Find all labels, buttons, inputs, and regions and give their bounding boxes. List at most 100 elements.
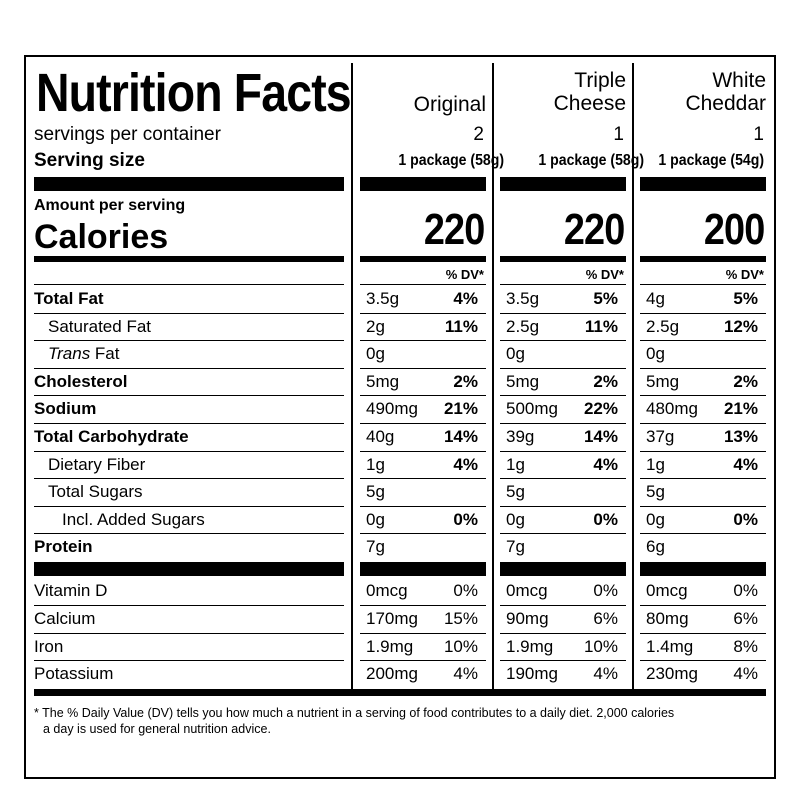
row-divider <box>360 340 486 341</box>
nutrient-dv: 10% <box>443 636 478 656</box>
row-divider <box>640 340 766 341</box>
nutrient-amount: 80mg <box>646 608 689 628</box>
thick-divider <box>640 562 766 576</box>
row-divider <box>640 284 766 285</box>
row-divider <box>640 533 766 534</box>
nutrient-dv: 12% <box>723 316 758 336</box>
row-divider <box>34 284 344 285</box>
column-separator <box>351 63 353 689</box>
nutrient-name: Calcium <box>34 608 96 628</box>
row-divider <box>34 605 344 606</box>
nutrient-dv: 11% <box>584 316 618 336</box>
thick-divider <box>34 177 344 191</box>
column-header-white-cheddar: White Cheddar <box>646 69 766 115</box>
row-divider <box>34 533 344 534</box>
nutrient-dv: 0% <box>453 581 478 600</box>
nutrient-name: Potassium <box>34 664 114 684</box>
nutrient-amount: 39g <box>506 427 535 446</box>
nutrient-name: Saturated Fat <box>48 316 152 336</box>
nutrient-dv: 8% <box>733 636 758 656</box>
row-divider <box>640 395 766 396</box>
nutrient-name: Trans Fat <box>48 344 120 364</box>
row-divider <box>500 633 626 634</box>
column-separator <box>632 63 634 689</box>
serving-size-label: Serving size <box>34 150 145 171</box>
row-divider <box>640 451 766 452</box>
nutrient-amount: 1g <box>646 454 665 474</box>
row-divider <box>360 633 486 634</box>
nutrient-amount: 3.5g <box>506 289 540 308</box>
nutrient-dv: 4% <box>453 454 478 474</box>
row-divider <box>34 395 344 396</box>
nutrient-dv: 11% <box>444 316 478 336</box>
nutrient-amount: 1.9mg <box>366 636 414 656</box>
nutrient-dv: 21% <box>443 399 478 419</box>
row-divider <box>500 313 626 314</box>
row-divider <box>34 478 344 479</box>
thick-divider <box>34 562 344 576</box>
nutrient-amount: 190mg <box>506 664 558 684</box>
nutrient-dv: 0% <box>453 509 478 529</box>
nutrient-name: Total Carbohydrate <box>34 427 189 446</box>
nutrient-amount: 1g <box>366 454 385 474</box>
nutrient-amount: 500mg <box>506 399 558 419</box>
row-divider <box>500 660 626 661</box>
nutrient-name: Total Fat <box>34 289 104 308</box>
row-divider <box>360 313 486 314</box>
row-divider <box>34 660 344 661</box>
nutrient-name: Vitamin D <box>34 581 108 600</box>
nutrition-facts-label: Nutrition Facts Original Triple Cheese W… <box>24 55 776 779</box>
nutrient-amount: 0g <box>646 509 665 529</box>
row-divider <box>640 633 766 634</box>
nutrient-amount: 5mg <box>506 371 540 391</box>
nutrient-amount: 1.4mg <box>646 636 694 656</box>
row-divider <box>360 660 486 661</box>
row-divider <box>360 533 486 534</box>
row-divider <box>360 368 486 369</box>
nutrient-name: Dietary Fiber <box>48 454 146 474</box>
nutrient-dv: 14% <box>443 427 478 446</box>
calories-value: 200 <box>703 205 764 254</box>
nutrient-amount: 5g <box>366 482 385 502</box>
nutrient-dv: 4% <box>593 454 618 474</box>
nutrient-dv: 4% <box>593 664 618 684</box>
nutrient-dv: 10% <box>583 636 618 656</box>
row-divider <box>500 605 626 606</box>
footnote-line: a day is used for general nutrition advi… <box>43 722 271 736</box>
nutrient-amount: 200mg <box>366 664 418 684</box>
dv-header: % DV* <box>585 267 624 282</box>
nutrient-dv: 13% <box>723 427 758 446</box>
nutrient-amount: 2.5g <box>506 316 540 336</box>
row-divider <box>500 284 626 285</box>
nutrient-amount: 0g <box>366 509 385 529</box>
nutrient-dv: 2% <box>733 371 758 391</box>
nutrient-name: Protein <box>34 537 93 557</box>
calories-value: 220 <box>423 205 484 254</box>
nutrient-amount: 1g <box>506 454 525 474</box>
label-title: Nutrition Facts <box>36 63 352 123</box>
row-divider <box>500 533 626 534</box>
row-divider <box>360 423 486 424</box>
thick-divider <box>360 562 486 576</box>
nutrient-name: Iron <box>34 636 64 656</box>
serving-size-value: 1 package (54g) <box>658 152 764 169</box>
nutrient-dv: 14% <box>583 427 618 446</box>
thick-divider <box>500 177 626 191</box>
column-header-triple-cheese: Triple Cheese <box>506 69 626 115</box>
nutrient-amount: 0g <box>506 509 525 529</box>
row-divider <box>34 633 344 634</box>
thick-divider <box>500 562 626 576</box>
amount-per-serving-label: Amount per serving <box>34 197 186 214</box>
column-header-line: Original <box>413 93 486 116</box>
row-divider <box>34 340 344 341</box>
nutrient-amount: 7g <box>506 537 525 557</box>
row-divider <box>360 605 486 606</box>
dv-header: % DV* <box>725 267 764 282</box>
nutrient-dv: 0% <box>593 581 618 600</box>
column-header-line: Triple <box>574 69 626 92</box>
servings-value: 1 <box>753 124 764 145</box>
row-divider <box>360 284 486 285</box>
column-header-line: Cheddar <box>685 92 766 115</box>
row-divider <box>640 368 766 369</box>
nutrient-amount: 37g <box>646 427 675 446</box>
